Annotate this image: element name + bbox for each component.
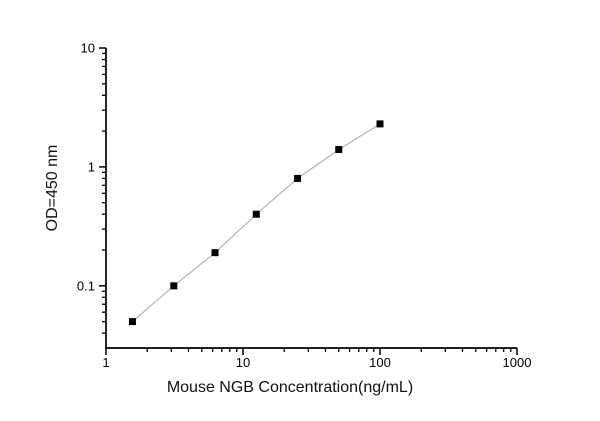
data-point-marker xyxy=(252,210,260,218)
data-point-marker xyxy=(294,174,302,182)
x-tick-label: 1000 xyxy=(503,355,532,370)
data-point-marker xyxy=(376,120,384,128)
series-line xyxy=(132,123,381,322)
data-point-marker xyxy=(335,146,343,154)
y-tick-label: 10 xyxy=(81,41,95,56)
data-point-marker xyxy=(128,318,136,326)
y-tick-label: 0.1 xyxy=(77,278,95,293)
y-axis-title: OD=450 nm xyxy=(44,144,61,232)
x-tick-label: 100 xyxy=(369,355,391,370)
axis-frame xyxy=(105,48,517,349)
x-tick-label: 1 xyxy=(102,355,109,370)
data-point-marker xyxy=(211,249,219,257)
data-point-marker xyxy=(170,282,178,290)
y-tick-label: 1 xyxy=(88,159,95,174)
x-axis-title: Mouse NGB Concentration(ng/mL) xyxy=(166,379,414,396)
x-tick-label: 10 xyxy=(236,355,250,370)
